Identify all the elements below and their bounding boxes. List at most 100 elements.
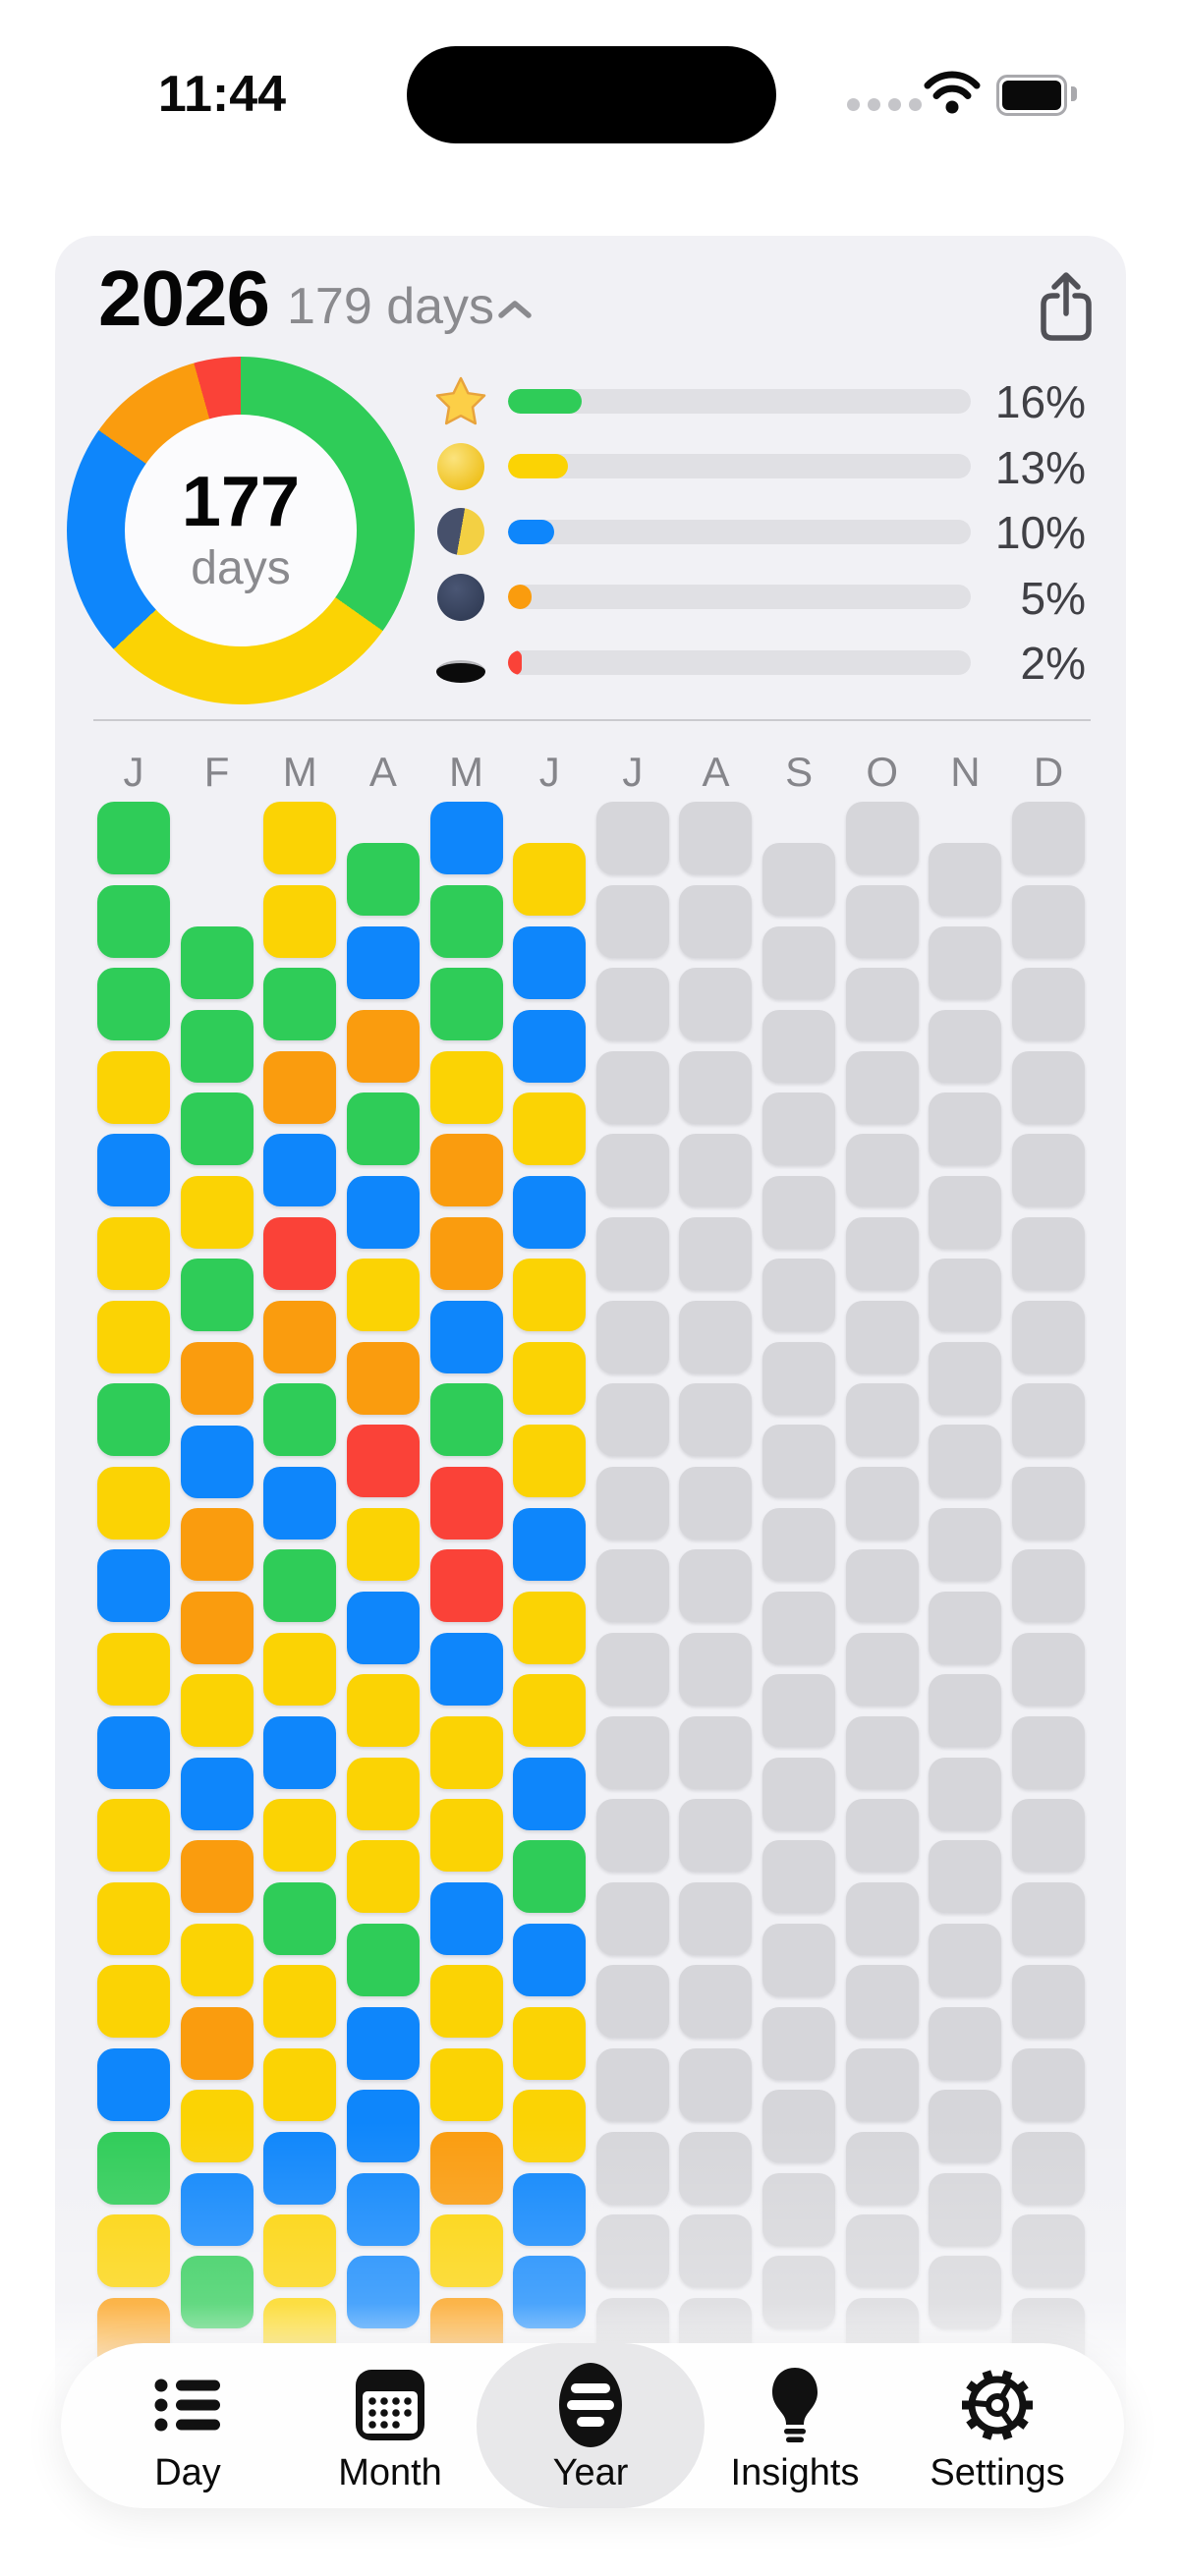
day-cell[interactable] [346, 1840, 420, 1914]
day-cell[interactable] [263, 2047, 337, 2121]
day-cell[interactable] [429, 1632, 503, 1706]
day-cell[interactable] [97, 2214, 170, 2288]
day-cell[interactable] [595, 1383, 669, 1457]
day-cell[interactable] [263, 1881, 337, 1955]
day-cell[interactable] [97, 1300, 170, 1373]
day-cell[interactable] [429, 1881, 503, 1955]
day-cell[interactable] [679, 1799, 753, 1873]
day-cell[interactable] [513, 1259, 587, 1332]
day-cell[interactable] [263, 2214, 337, 2288]
day-cell[interactable] [762, 2256, 836, 2329]
day-cell[interactable] [346, 843, 420, 917]
day-cell[interactable] [429, 2214, 503, 2288]
day-cell[interactable] [845, 968, 919, 1041]
day-cell[interactable] [679, 1549, 753, 1623]
day-cell[interactable] [263, 1549, 337, 1623]
day-cell[interactable] [679, 2047, 753, 2121]
day-cell[interactable] [180, 925, 254, 999]
day-cell[interactable] [1012, 2214, 1086, 2288]
day-cell[interactable] [263, 884, 337, 958]
day-cell[interactable] [929, 925, 1002, 999]
day-cell[interactable] [180, 1840, 254, 1914]
day-cell[interactable] [180, 1508, 254, 1582]
day-cell[interactable] [97, 2047, 170, 2121]
day-cell[interactable] [513, 1009, 587, 1083]
day-cell[interactable] [346, 2090, 420, 2163]
day-cell[interactable] [263, 1715, 337, 1789]
day-cell[interactable] [346, 1757, 420, 1830]
day-cell[interactable] [679, 968, 753, 1041]
day-cell[interactable] [679, 1300, 753, 1373]
day-cell[interactable] [845, 2214, 919, 2288]
day-cell[interactable] [929, 843, 1002, 917]
day-cell[interactable] [1012, 1799, 1086, 1873]
day-cell[interactable] [595, 1715, 669, 1789]
day-cell[interactable] [513, 2090, 587, 2163]
day-cell[interactable] [429, 1383, 503, 1457]
day-cell[interactable] [429, 1134, 503, 1207]
day-cell[interactable] [263, 1965, 337, 2039]
day-cell[interactable] [346, 1175, 420, 1249]
day-cell[interactable] [929, 2090, 1002, 2163]
day-cell[interactable] [595, 1300, 669, 1373]
day-cell[interactable] [513, 1092, 587, 1166]
day-cell[interactable] [762, 1508, 836, 1582]
day-cell[interactable] [346, 2006, 420, 2080]
day-cell[interactable] [679, 1050, 753, 1124]
day-cell[interactable] [180, 1924, 254, 1997]
day-cell[interactable] [679, 1134, 753, 1207]
day-cell[interactable] [263, 1632, 337, 1706]
day-cell[interactable] [845, 1466, 919, 1540]
day-cell[interactable] [845, 1881, 919, 1955]
day-cell[interactable] [429, 884, 503, 958]
tab-settings[interactable]: Settings [914, 2343, 1081, 2508]
day-cell[interactable] [929, 2006, 1002, 2080]
day-cell[interactable] [263, 1050, 337, 1124]
day-cell[interactable] [513, 1425, 587, 1498]
day-cell[interactable] [180, 2090, 254, 2163]
day-cell[interactable] [346, 925, 420, 999]
day-cell[interactable] [1012, 1965, 1086, 2039]
day-cell[interactable] [513, 1674, 587, 1748]
day-cell[interactable] [513, 843, 587, 917]
day-cell[interactable] [929, 1674, 1002, 1748]
day-cell[interactable] [1012, 884, 1086, 958]
share-icon[interactable] [1038, 269, 1095, 347]
day-cell[interactable] [929, 1009, 1002, 1083]
day-cell[interactable] [845, 1965, 919, 2039]
day-cell[interactable] [513, 1924, 587, 1997]
day-cell[interactable] [679, 1965, 753, 2039]
day-cell[interactable] [1012, 968, 1086, 1041]
day-cell[interactable] [180, 1674, 254, 1748]
day-cell[interactable] [762, 1591, 836, 1664]
day-cell[interactable] [929, 1092, 1002, 1166]
day-cell[interactable] [762, 1175, 836, 1249]
day-cell[interactable] [429, 1050, 503, 1124]
day-cell[interactable] [1012, 1549, 1086, 1623]
day-cell[interactable] [513, 1591, 587, 1664]
day-cell[interactable] [263, 968, 337, 1041]
day-cell[interactable] [346, 1341, 420, 1415]
day-cell[interactable] [429, 1300, 503, 1373]
day-cell[interactable] [845, 1216, 919, 1290]
day-cell[interactable] [97, 1549, 170, 1623]
day-cell[interactable] [595, 1050, 669, 1124]
day-cell[interactable] [180, 1009, 254, 1083]
day-cell[interactable] [595, 1799, 669, 1873]
day-cell[interactable] [1012, 1216, 1086, 1290]
day-cell[interactable] [429, 802, 503, 874]
day-cell[interactable] [845, 1383, 919, 1457]
day-cell[interactable] [97, 2131, 170, 2205]
day-cell[interactable] [762, 1425, 836, 1498]
tab-year[interactable]: Year [507, 2343, 674, 2508]
day-cell[interactable] [346, 1924, 420, 1997]
day-cell[interactable] [97, 1383, 170, 1457]
day-cell[interactable] [513, 1508, 587, 1582]
day-cell[interactable] [263, 1300, 337, 1373]
tab-insights[interactable]: Insights [711, 2343, 878, 2508]
day-cell[interactable] [429, 2047, 503, 2121]
day-cell[interactable] [97, 1715, 170, 1789]
day-cell[interactable] [180, 2256, 254, 2329]
day-cell[interactable] [1012, 1881, 1086, 1955]
day-cell[interactable] [97, 968, 170, 1041]
